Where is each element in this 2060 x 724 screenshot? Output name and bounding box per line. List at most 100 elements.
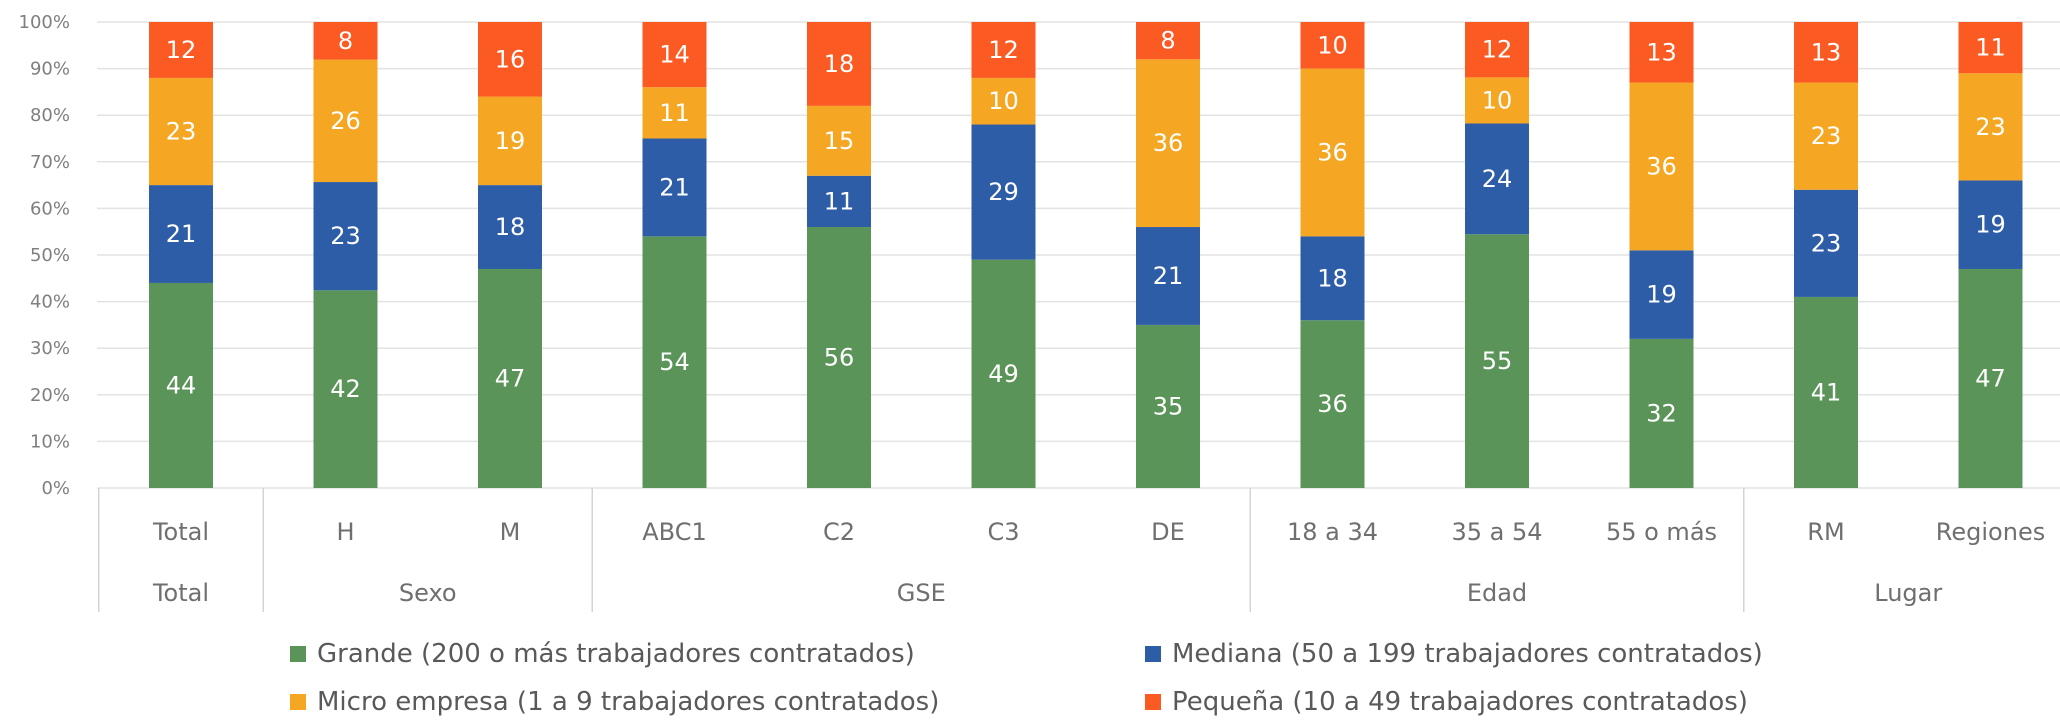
bar-segment bbox=[149, 77, 213, 186]
data-label: 14 bbox=[659, 41, 690, 69]
data-label: 15 bbox=[824, 127, 855, 155]
data-label: 44 bbox=[166, 371, 197, 399]
data-label: 19 bbox=[495, 127, 526, 155]
data-label: 36 bbox=[1646, 152, 1677, 180]
bar-segment bbox=[313, 22, 378, 60]
bar-segment bbox=[971, 259, 1036, 488]
bar-segment bbox=[807, 227, 871, 489]
bar-segment bbox=[807, 22, 871, 106]
x-tick-label: 18 a 34 bbox=[1287, 518, 1378, 546]
bar-segment bbox=[1794, 189, 1858, 297]
y-tick-label: 90% bbox=[30, 59, 70, 80]
bar-segment bbox=[478, 22, 542, 97]
data-label: 23 bbox=[1811, 229, 1842, 257]
data-label: 12 bbox=[166, 36, 197, 64]
data-label: 42 bbox=[330, 375, 361, 403]
data-label: 23 bbox=[1811, 122, 1842, 150]
bar-segment bbox=[1300, 236, 1365, 321]
bar-segment bbox=[1300, 68, 1365, 237]
legend-swatch bbox=[290, 694, 306, 710]
x-tick-label: 35 a 54 bbox=[1451, 518, 1542, 546]
bar-segment bbox=[971, 22, 1036, 78]
bar-segment bbox=[478, 268, 542, 488]
data-label: 21 bbox=[659, 173, 690, 201]
data-label: 21 bbox=[166, 220, 197, 248]
data-label: 47 bbox=[495, 364, 526, 392]
bar-segment bbox=[1629, 338, 1694, 488]
data-label: 10 bbox=[1482, 86, 1513, 114]
x-tick-label: M bbox=[500, 518, 521, 546]
bar-segment bbox=[1958, 22, 2023, 74]
x-tick-label: Total bbox=[152, 518, 209, 546]
data-label: 12 bbox=[1482, 36, 1513, 64]
bar-segment bbox=[149, 282, 213, 488]
legend-label: Grande (200 o más trabajadores contratad… bbox=[317, 639, 915, 669]
data-label: 18 bbox=[495, 213, 526, 241]
bar-segment bbox=[1465, 234, 1529, 488]
legend-swatch bbox=[1145, 694, 1161, 710]
bar-segment bbox=[1136, 324, 1200, 488]
bar-segment bbox=[1629, 82, 1694, 251]
data-label: 35 bbox=[1153, 392, 1184, 420]
group-label: Lugar bbox=[1874, 579, 1942, 607]
bar-segment bbox=[1136, 22, 1200, 60]
data-label: 54 bbox=[659, 348, 690, 376]
data-label: 49 bbox=[988, 360, 1019, 388]
bar-segment bbox=[807, 105, 871, 176]
y-tick-label: 10% bbox=[30, 431, 70, 452]
data-label: 55 bbox=[1482, 347, 1513, 375]
x-tick-label: C2 bbox=[823, 518, 855, 546]
data-label: 36 bbox=[1153, 129, 1184, 157]
x-tick-label: 55 o más bbox=[1606, 518, 1717, 546]
bar-segment bbox=[971, 124, 1036, 260]
legend-swatch bbox=[290, 646, 306, 662]
x-tick-label: Regiones bbox=[1936, 518, 2045, 546]
group-label: GSE bbox=[897, 579, 946, 607]
y-tick-label: 40% bbox=[30, 292, 70, 313]
bar-segment bbox=[478, 96, 542, 186]
bar-segment bbox=[1300, 320, 1365, 488]
data-label: 8 bbox=[338, 27, 353, 55]
data-label: 8 bbox=[1160, 27, 1175, 55]
data-label: 36 bbox=[1317, 138, 1348, 166]
data-label: 36 bbox=[1317, 390, 1348, 418]
data-label: 56 bbox=[824, 344, 855, 372]
x-tick-label: DE bbox=[1151, 518, 1185, 546]
bar-segment bbox=[1465, 123, 1529, 235]
data-label: 10 bbox=[1317, 31, 1348, 59]
x-axis: Total H M ABC1 C2 C3 DE 18 a 34 35 a 54 55 o más R… bbox=[98, 488, 2045, 612]
data-label: 11 bbox=[659, 99, 690, 127]
data-label: 13 bbox=[1811, 38, 1842, 66]
legend-label: Pequeña (10 a 49 trabajadores contratado… bbox=[1172, 687, 1748, 717]
bar-segment bbox=[1629, 250, 1694, 339]
data-label: 12 bbox=[988, 36, 1019, 64]
y-tick-label: 70% bbox=[30, 152, 70, 173]
bars: 44 21 23 12 42 23 26 8 47 18 19 16 54 21 11 14 56 11 15 18 4… bbox=[149, 22, 2023, 489]
x-tick-label: H bbox=[336, 518, 354, 546]
group-label: Edad bbox=[1467, 579, 1527, 607]
bar-segment bbox=[642, 138, 707, 237]
data-label: 11 bbox=[1975, 34, 2006, 62]
group-label: Total bbox=[152, 579, 209, 607]
data-label: 23 bbox=[330, 222, 361, 250]
data-label: 23 bbox=[166, 118, 197, 146]
bar-segment bbox=[642, 87, 707, 139]
legend-label: Micro empresa (1 a 9 trabajadores contra… bbox=[317, 687, 939, 717]
data-label: 32 bbox=[1646, 399, 1677, 427]
y-tick-label: 0% bbox=[41, 478, 70, 499]
data-label: 23 bbox=[1975, 113, 2006, 141]
data-label: 24 bbox=[1482, 165, 1513, 193]
data-label: 18 bbox=[1317, 264, 1348, 292]
bar-segment bbox=[313, 59, 378, 183]
bar-segment bbox=[1136, 59, 1200, 228]
data-label: 47 bbox=[1975, 364, 2006, 392]
x-tick-label: C3 bbox=[987, 518, 1019, 546]
y-axis: 0% 10% 20% 30% 40% 50% 60% 70% 80% 90% 100% bbox=[19, 12, 70, 499]
bar-segment bbox=[1958, 73, 2023, 181]
y-tick-label: 30% bbox=[30, 338, 70, 359]
bar-segment bbox=[149, 185, 213, 283]
y-tick-label: 100% bbox=[19, 12, 70, 33]
bar-segment bbox=[642, 22, 707, 88]
legend-swatch bbox=[1145, 646, 1161, 662]
bar-segment bbox=[1794, 22, 1858, 83]
